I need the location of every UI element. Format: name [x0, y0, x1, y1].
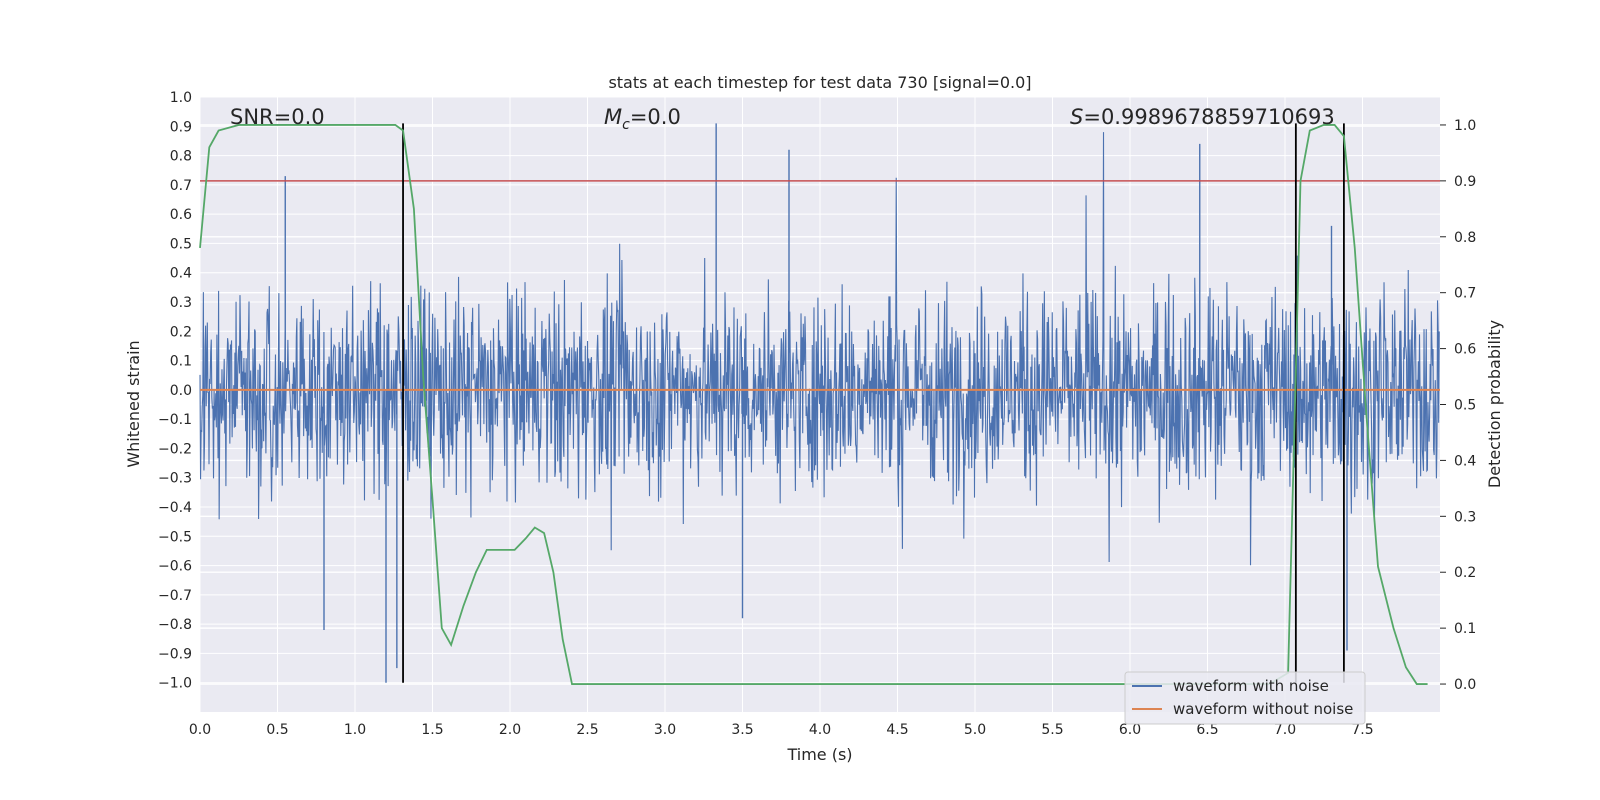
x-tick-label: 0.0	[189, 722, 211, 738]
y2-tick-label: 0.9	[1454, 174, 1476, 190]
y-tick-label: 0.8	[170, 149, 192, 165]
legend: waveform with noise waveform without noi…	[1124, 671, 1366, 725]
y-tick-label: −1.0	[158, 676, 192, 692]
noisy-waveform-line	[199, 132, 1440, 566]
y2-tick-label: 1.0	[1454, 118, 1476, 134]
tick-labels: 0.0 0.5 1.0 1.5 2.0 2.5 3.0 3.5 4.0 4.5 5.0 5.5 6.0 6…	[158, 90, 1476, 738]
legend-label-clean: waveform without noise	[1173, 700, 1353, 718]
y-tick-label: −0.3	[158, 471, 192, 487]
x-tick-label: 4.5	[886, 722, 908, 738]
y-tick-label: 0.7	[170, 178, 192, 194]
y-tick-label: 0.3	[170, 295, 192, 311]
x-tick-label: 7.5	[1351, 722, 1373, 738]
y2-axis-label: Detection probability	[1485, 320, 1504, 488]
chart-title: stats at each timestep for test data 730…	[608, 73, 1031, 92]
noisy-waveform-series	[199, 123, 1440, 683]
x-tick-label: 2.0	[499, 722, 521, 738]
y-tick-label: 0.9	[170, 119, 192, 135]
mc-symbol: M	[604, 105, 622, 129]
y-tick-label: 0.0	[170, 383, 192, 399]
y2-tick-label: 0.1	[1454, 621, 1476, 637]
x-tick-label: 4.0	[809, 722, 831, 738]
y-tick-label: −0.8	[158, 617, 192, 633]
y-tick-label: −0.9	[158, 646, 192, 662]
x-tick-label: 3.0	[654, 722, 676, 738]
y-tick-label: 0.5	[170, 236, 192, 252]
snr-annotation: SNR=0.0	[230, 105, 325, 129]
y-tick-label: 0.1	[170, 354, 192, 370]
x-tick-label: 5.5	[1041, 722, 1063, 738]
y-tick-label: 0.4	[170, 266, 192, 282]
x-tick-label: 1.0	[344, 722, 366, 738]
x-axis-label: Time (s)	[786, 745, 852, 764]
y-tick-label: −0.1	[158, 412, 192, 428]
y-tick-label: 0.2	[170, 324, 192, 340]
y-axis-label: Whitened strain	[124, 340, 143, 467]
y-tick-label: −0.5	[158, 529, 192, 545]
x-tick-label: 6.5	[1196, 722, 1218, 738]
x-tick-label: 7.0	[1274, 722, 1296, 738]
s-value: =0.9989678859710693	[1083, 105, 1334, 129]
x-tick-label: 1.5	[421, 722, 443, 738]
y-tick-label: 1.0	[170, 90, 192, 106]
y2-tick-label: 0.7	[1454, 286, 1476, 302]
mc-value: =0.0	[630, 105, 681, 129]
y2-tick-label: 0.5	[1454, 398, 1476, 414]
s-symbol: S	[1070, 105, 1083, 129]
y2-tick-label: 0.6	[1454, 342, 1476, 358]
y2-tick-label: 0.2	[1454, 565, 1476, 581]
y2-tick-label: 0.8	[1454, 230, 1476, 246]
probability-series	[199, 124, 1428, 685]
y-tick-label: 0.6	[170, 207, 192, 223]
x-tick-label: 2.5	[576, 722, 598, 738]
y2-tick-label: 0.3	[1454, 509, 1476, 525]
x-tick-label: 5.0	[964, 722, 986, 738]
s-annotation: S=0.9989678859710693	[1070, 105, 1335, 129]
y2-tick-label: 0.4	[1454, 453, 1476, 469]
mc-annotation: Mc=0.0	[604, 105, 681, 133]
y-tick-label: −0.2	[158, 441, 192, 457]
x-tick-label: 6.0	[1119, 722, 1141, 738]
legend-label-noisy: waveform with noise	[1173, 677, 1329, 695]
mc-subscript: c	[622, 117, 630, 133]
y2-tick-label: 0.0	[1454, 677, 1476, 693]
y-tick-label: −0.7	[158, 588, 192, 604]
detection-probability-line	[199, 124, 1428, 685]
y-tick-label: −0.4	[158, 500, 192, 516]
x-tick-label: 0.5	[266, 722, 288, 738]
y-tick-label: −0.6	[158, 559, 192, 575]
x-tick-label: 3.5	[731, 722, 753, 738]
legend-box	[1124, 671, 1366, 725]
